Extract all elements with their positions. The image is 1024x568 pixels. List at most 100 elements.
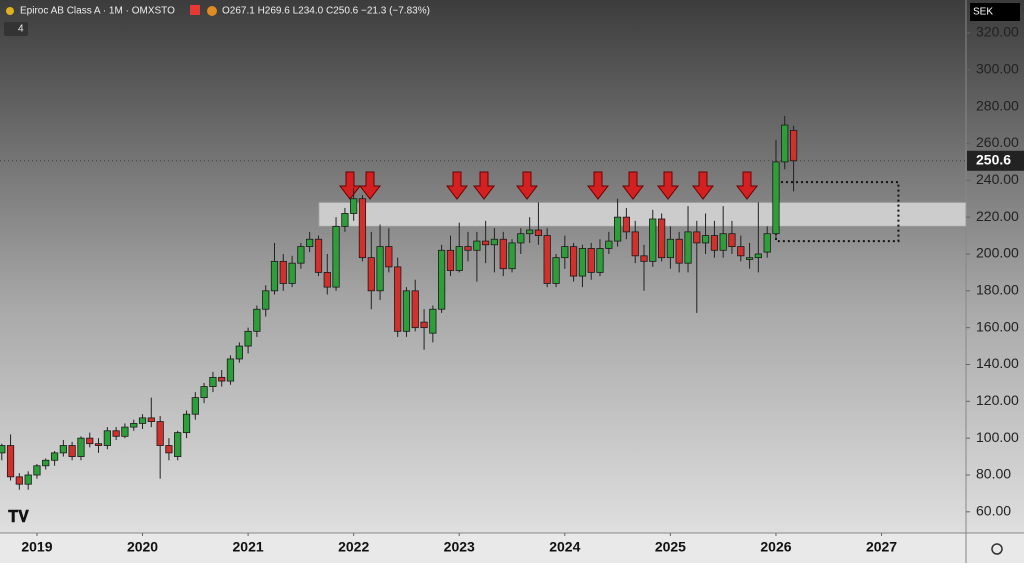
x-tick-label: 2021 bbox=[233, 539, 264, 555]
candle-body bbox=[614, 216, 622, 242]
last-price-label: 250.6 bbox=[976, 151, 1011, 167]
arrow bbox=[735, 171, 759, 200]
arrow bbox=[515, 171, 539, 200]
candle-body bbox=[279, 260, 287, 284]
arrow bbox=[621, 171, 645, 200]
candle-body bbox=[737, 246, 745, 257]
flag-icon bbox=[190, 5, 200, 15]
candle-body bbox=[138, 417, 147, 424]
candle-body bbox=[332, 225, 340, 288]
candle-body bbox=[358, 198, 367, 259]
candle-body bbox=[174, 432, 182, 457]
y-tick-label: 180.00 bbox=[976, 282, 1019, 298]
candle-body bbox=[306, 238, 314, 248]
x-tick-label: 2025 bbox=[655, 539, 686, 555]
candle-body bbox=[499, 238, 507, 270]
candle-body bbox=[200, 386, 208, 399]
candle-body bbox=[438, 249, 446, 310]
candle-body bbox=[288, 262, 296, 284]
candle-body bbox=[517, 233, 525, 244]
currency: SEK bbox=[973, 7, 993, 18]
candle-body bbox=[6, 445, 15, 478]
candle-body bbox=[754, 253, 762, 259]
y-tick-label: 220.00 bbox=[976, 208, 1019, 224]
candle-body bbox=[121, 426, 129, 437]
candle-body bbox=[402, 290, 411, 332]
arrow bbox=[445, 171, 469, 200]
settings-icon[interactable] bbox=[991, 543, 1003, 555]
x-tick-label: 2024 bbox=[549, 539, 580, 555]
x-tick-label: 2023 bbox=[444, 539, 475, 555]
candle-body bbox=[508, 242, 516, 270]
candle-body bbox=[789, 129, 798, 162]
y-tick-label: 120.00 bbox=[976, 392, 1019, 408]
y-tick-label: 100.00 bbox=[976, 429, 1019, 445]
last-price-box bbox=[967, 150, 1024, 171]
y-tick-label: 280.00 bbox=[976, 97, 1019, 113]
candle-body bbox=[561, 246, 569, 259]
candle-body bbox=[675, 238, 683, 264]
arrow bbox=[472, 171, 496, 200]
logo: 𝐓𝐕 bbox=[8, 509, 29, 526]
header-title: Epiroc AB Class A · 1M · OMXSTO bbox=[20, 6, 175, 17]
candle-body bbox=[130, 423, 138, 428]
candle-body bbox=[147, 417, 155, 422]
candle-body bbox=[455, 246, 463, 271]
candle-body bbox=[253, 308, 261, 332]
candle-body bbox=[446, 249, 455, 271]
candle-body bbox=[50, 452, 59, 461]
candle-body bbox=[534, 229, 543, 236]
y-tick-label: 60.00 bbox=[976, 503, 1011, 519]
y-tick-label: 140.00 bbox=[976, 355, 1019, 371]
y-tick-label: 320.00 bbox=[976, 24, 1019, 40]
candle-body bbox=[77, 437, 85, 457]
candle-body bbox=[631, 231, 639, 257]
candle-body bbox=[24, 474, 32, 485]
candle-body bbox=[763, 233, 771, 253]
plot bbox=[0, 115, 967, 490]
candle-body bbox=[719, 233, 727, 251]
indicator-toggle[interactable] bbox=[4, 22, 28, 36]
candle-body bbox=[429, 308, 437, 334]
candle-body bbox=[297, 246, 305, 264]
candle-body bbox=[218, 376, 226, 382]
x-tick-label: 2020 bbox=[127, 539, 158, 555]
candle-body bbox=[781, 124, 789, 163]
candle-body bbox=[605, 240, 613, 249]
arrow bbox=[358, 171, 382, 200]
indicator-count[interactable]: 4 bbox=[18, 24, 24, 35]
candle-body bbox=[165, 445, 173, 454]
candle-body bbox=[745, 257, 754, 260]
candle-body bbox=[701, 235, 710, 244]
candle-body bbox=[112, 430, 120, 437]
candle-body bbox=[684, 231, 692, 264]
candle-body bbox=[772, 161, 780, 235]
candle-body bbox=[482, 240, 490, 246]
candle-body bbox=[262, 290, 270, 310]
x-axis-band bbox=[0, 533, 1024, 563]
candle-body bbox=[270, 260, 279, 292]
candle-body bbox=[420, 321, 428, 329]
candle-body bbox=[350, 198, 358, 214]
candle-body bbox=[385, 246, 393, 268]
arrow bbox=[691, 171, 715, 200]
candle-body bbox=[578, 248, 587, 277]
candle-body bbox=[156, 421, 164, 446]
candle-body bbox=[596, 248, 604, 273]
candle-body bbox=[244, 330, 252, 347]
candle-body bbox=[728, 233, 736, 248]
candle-body bbox=[209, 376, 217, 387]
currency-box bbox=[970, 3, 1020, 21]
candle-body bbox=[473, 240, 481, 251]
candle-body bbox=[15, 476, 23, 485]
candle-body bbox=[569, 246, 578, 277]
y-tick-label: 240.00 bbox=[976, 171, 1019, 187]
x-tick-label: 2019 bbox=[21, 539, 52, 555]
candle-body bbox=[693, 231, 701, 244]
candle-body bbox=[587, 248, 595, 273]
candle-body bbox=[552, 257, 560, 284]
zone bbox=[318, 201, 967, 227]
candle-body bbox=[490, 238, 499, 246]
